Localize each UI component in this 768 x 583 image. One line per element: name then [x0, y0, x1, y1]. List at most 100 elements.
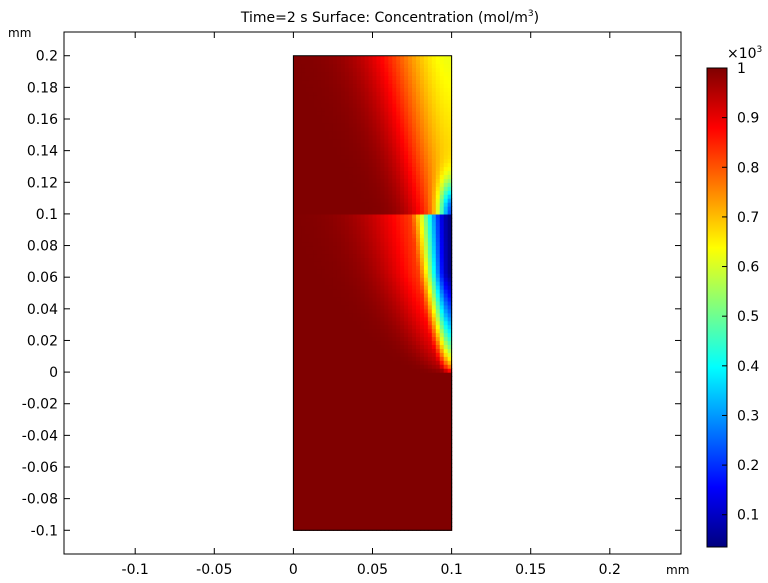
field-cell [360, 213, 366, 219]
field-cell [392, 122, 397, 128]
field-cell [431, 55, 437, 61]
field-cell [423, 150, 429, 156]
field-cell [352, 463, 358, 468]
field-cell [356, 332, 362, 338]
field-cell [427, 289, 433, 294]
field-cell [431, 233, 437, 239]
field-cell [392, 344, 397, 349]
field-cell [419, 443, 425, 448]
field-cell [396, 206, 401, 211]
field-cell [431, 356, 437, 361]
field-cell [321, 506, 326, 512]
field-cell [352, 170, 358, 175]
field-cell [364, 122, 370, 128]
field-cell [423, 273, 429, 278]
field-cell [376, 391, 382, 397]
field-cell [416, 277, 421, 282]
x-tick-label: 0.15 [515, 562, 546, 578]
field-cell [416, 510, 421, 516]
field-cell [431, 146, 437, 152]
field-cell [439, 455, 445, 460]
field-cell [297, 253, 302, 259]
field-cell [392, 63, 397, 69]
field-cell [400, 126, 405, 132]
field-cell [376, 154, 382, 160]
field-cell [356, 352, 362, 357]
field-cell [396, 59, 401, 65]
field-cell [447, 170, 453, 175]
field-cell [309, 419, 314, 425]
field-cell [439, 130, 445, 136]
field-cell [328, 399, 334, 405]
field-cell [332, 383, 338, 389]
field-cell [305, 83, 310, 88]
field-cell [301, 399, 306, 405]
field-cell [404, 209, 409, 215]
field-cell [447, 154, 453, 160]
field-cell [388, 233, 393, 239]
field-cell [364, 470, 370, 476]
field-cell [384, 126, 389, 132]
field-cell [435, 376, 441, 381]
field-cell [419, 186, 425, 191]
field-cell [297, 451, 302, 456]
field-cell [309, 245, 314, 251]
field-cell [443, 198, 449, 203]
field-cell [336, 59, 342, 65]
field-cell [352, 526, 358, 531]
field-cell [364, 316, 370, 322]
field-cell [313, 478, 318, 484]
field-cell [419, 190, 425, 195]
field-cell [360, 269, 366, 274]
field-cell [356, 395, 362, 401]
field-cell [340, 241, 346, 247]
field-cell [447, 474, 453, 480]
field-cell [404, 95, 409, 100]
field-cell [293, 498, 298, 504]
field-cell [439, 281, 445, 286]
field-cell [352, 518, 358, 523]
field-cell [348, 439, 354, 444]
field-cell [427, 352, 433, 357]
field-cell [447, 467, 453, 472]
field-cell [388, 435, 393, 440]
field-cell [352, 387, 358, 393]
field-cell [447, 308, 453, 314]
field-cell [360, 419, 366, 425]
field-cell [293, 289, 298, 294]
field-cell [412, 506, 417, 512]
field-cell [344, 115, 350, 120]
field-cell [404, 411, 409, 417]
field-cell [423, 194, 429, 199]
field-cell [376, 213, 382, 219]
field-cell [443, 245, 449, 251]
field-cell [416, 455, 421, 460]
field-cell [396, 352, 401, 357]
field-cell [297, 407, 302, 413]
field-cell [321, 83, 326, 88]
field-cell [332, 134, 338, 140]
field-cell [332, 257, 338, 262]
field-cell [352, 273, 358, 278]
field-cell [372, 320, 378, 326]
field-cell [447, 99, 453, 104]
field-cell [408, 526, 413, 531]
field-cell [408, 415, 413, 421]
field-cell [439, 391, 445, 397]
field-cell [392, 455, 397, 460]
field-cell [348, 372, 354, 377]
field-cell [332, 198, 338, 203]
field-cell [305, 411, 310, 417]
field-cell [352, 190, 358, 195]
field-cell [443, 415, 449, 421]
field-cell [408, 154, 413, 160]
field-cell [384, 455, 389, 460]
field-cell [305, 202, 310, 207]
field-cell [419, 249, 425, 255]
field-cell [325, 387, 330, 393]
field-cell [332, 399, 338, 405]
field-cell [372, 87, 378, 92]
field-cell [344, 308, 350, 314]
field-cell [364, 356, 370, 361]
field-cell [419, 324, 425, 330]
